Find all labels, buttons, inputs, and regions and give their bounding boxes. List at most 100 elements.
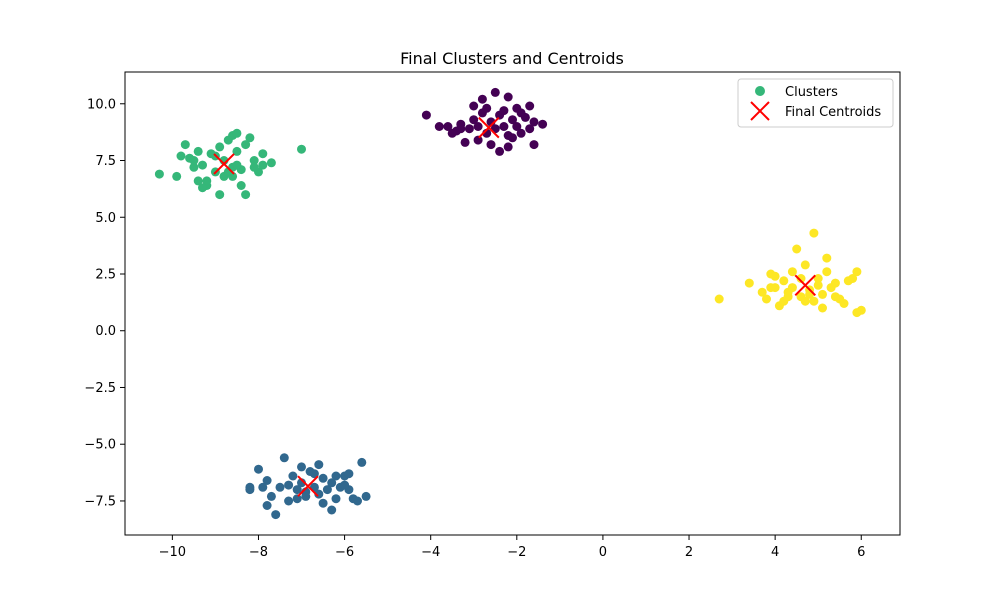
cluster-1-point xyxy=(245,482,255,492)
cluster-3-point xyxy=(744,278,754,288)
cluster-2-point xyxy=(241,190,251,200)
cluster-2-point xyxy=(189,156,199,165)
y-tick-label: 5.0 xyxy=(95,211,116,226)
cluster-1-point xyxy=(258,482,268,492)
cluster-2-point xyxy=(189,162,199,172)
y-tick-label: 7.5 xyxy=(95,154,116,169)
cluster-3-point xyxy=(830,278,840,288)
x-tick-label: 4 xyxy=(771,545,779,560)
cluster-0-point xyxy=(495,146,505,156)
centroid-marker xyxy=(794,274,816,297)
cluster-2-point xyxy=(232,160,242,170)
cluster-1-point xyxy=(266,491,276,501)
cluster-0-point xyxy=(529,140,539,150)
cluster-3-point xyxy=(762,294,771,304)
cluster-0-point xyxy=(508,133,517,143)
cluster-0-point xyxy=(434,122,444,131)
cluster-2-point xyxy=(249,162,259,172)
y-tick-label: −5.0 xyxy=(84,438,116,453)
x-tick-label: −2 xyxy=(507,545,526,560)
cluster-2-point xyxy=(258,149,268,159)
cluster-2-point xyxy=(193,176,203,186)
cluster-2-point xyxy=(232,128,242,138)
cluster-2-point xyxy=(236,181,246,190)
cluster-1-point xyxy=(254,464,263,474)
cluster-2-point xyxy=(198,183,207,193)
cluster-0-point xyxy=(473,122,483,131)
plot-frame xyxy=(124,71,901,536)
cluster-0-point xyxy=(508,115,517,125)
points-layer xyxy=(154,87,866,520)
cluster-1-point xyxy=(318,473,328,483)
cluster-0-point xyxy=(516,128,526,138)
cluster-2-point xyxy=(172,171,182,181)
cluster-0-point xyxy=(456,124,466,134)
cluster-1-point xyxy=(275,482,285,492)
cluster-3-point xyxy=(813,274,823,283)
x-tick-label: −6 xyxy=(335,545,354,560)
cluster-1-point xyxy=(297,462,306,472)
cluster-1-point xyxy=(327,478,337,488)
cluster-1-point xyxy=(314,489,324,499)
legend-centroid-marker xyxy=(750,101,770,121)
cluster-0-point xyxy=(469,115,479,125)
cluster-1-point xyxy=(262,476,272,485)
y-tick-label: 10.0 xyxy=(87,97,116,112)
x-tick-label: −10 xyxy=(159,545,186,560)
cluster-2-point xyxy=(198,160,207,170)
cluster-3-point xyxy=(813,280,823,290)
cluster-2-point xyxy=(154,169,164,179)
legend-clusters-marker xyxy=(755,86,765,96)
cluster-0-point xyxy=(447,128,457,138)
cluster-3-point xyxy=(809,296,819,306)
cluster-0-point xyxy=(516,108,526,118)
cluster-3-point xyxy=(800,260,810,270)
centroid-marker xyxy=(213,153,235,175)
legend-centroids-label: Final Centroids xyxy=(785,105,881,120)
cluster-3-point xyxy=(856,305,866,315)
cluster-1-point xyxy=(314,460,324,470)
x-tick-label: 6 xyxy=(857,545,865,560)
legend: Clusters Final Centroids xyxy=(737,78,894,128)
cluster-0-point xyxy=(464,124,474,134)
centroid-marker xyxy=(478,116,500,139)
cluster-3-point xyxy=(757,287,767,297)
cluster-3-point xyxy=(809,228,819,238)
cluster-1-point xyxy=(348,494,358,504)
cluster-3-point xyxy=(818,303,827,313)
cluster-3-point xyxy=(792,244,802,254)
cluster-1-point xyxy=(327,505,337,515)
cluster-1-point xyxy=(318,498,328,508)
y-tick-label: 0.0 xyxy=(95,324,116,339)
cluster-1-point xyxy=(340,480,350,490)
cluster-1-point xyxy=(322,485,332,495)
cluster-1-point xyxy=(357,457,367,467)
cluster-2-point xyxy=(232,146,242,156)
cluster-1-point xyxy=(262,501,272,510)
cluster-1-point xyxy=(288,471,298,481)
cluster-1-point xyxy=(297,478,306,488)
cluster-1-point xyxy=(292,485,302,495)
cluster-3-point xyxy=(779,276,789,286)
cluster-1-point xyxy=(279,453,289,463)
cluster-0-point xyxy=(529,117,539,127)
y-axis-ticks: −7.5 −5.0 −2.5 0.0 2.5 5.0 7.5 10.0 xyxy=(84,97,125,509)
cluster-0-point xyxy=(490,87,500,97)
cluster-2-point xyxy=(193,146,203,156)
cluster-2-point xyxy=(180,140,190,150)
cluster-0-point xyxy=(460,137,470,147)
cluster-1-point xyxy=(284,480,294,490)
cluster-2-point xyxy=(176,151,186,161)
cluster-3-point xyxy=(848,274,858,283)
cluster-0-point xyxy=(499,122,509,131)
cluster-1-point xyxy=(361,491,371,501)
cluster-0-point xyxy=(503,92,513,102)
cluster-3-point xyxy=(852,267,862,277)
cluster-2-point xyxy=(241,140,251,150)
cluster-2-point xyxy=(245,133,255,143)
cluster-1-point xyxy=(309,469,319,479)
x-tick-label: −4 xyxy=(421,545,440,560)
cluster-0-point xyxy=(469,101,479,111)
